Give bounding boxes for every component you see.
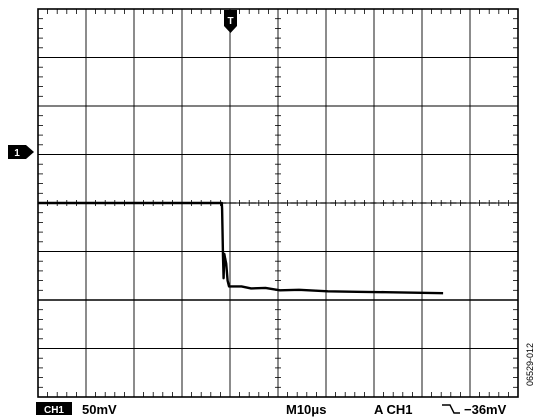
trigger-marker-label: T <box>227 16 233 27</box>
trigger-level: −36mV <box>464 402 507 417</box>
time-scale: M10μs <box>286 402 326 417</box>
ch1-trace <box>38 201 444 295</box>
figure-id: 06529-012 <box>525 343 535 386</box>
ch1-scale: 50mV <box>82 402 117 417</box>
ch1-badge: CH1 <box>36 402 72 416</box>
trigger-marker: T <box>224 10 237 33</box>
trigger-info: A CH1 <box>374 402 413 417</box>
ch1-label: CH1 <box>44 405 64 416</box>
channel-1-marker-label: 1 <box>14 148 20 159</box>
channel-1-marker: 1 <box>8 145 34 159</box>
reference-lines <box>38 202 518 301</box>
falling-edge-icon <box>442 404 460 414</box>
